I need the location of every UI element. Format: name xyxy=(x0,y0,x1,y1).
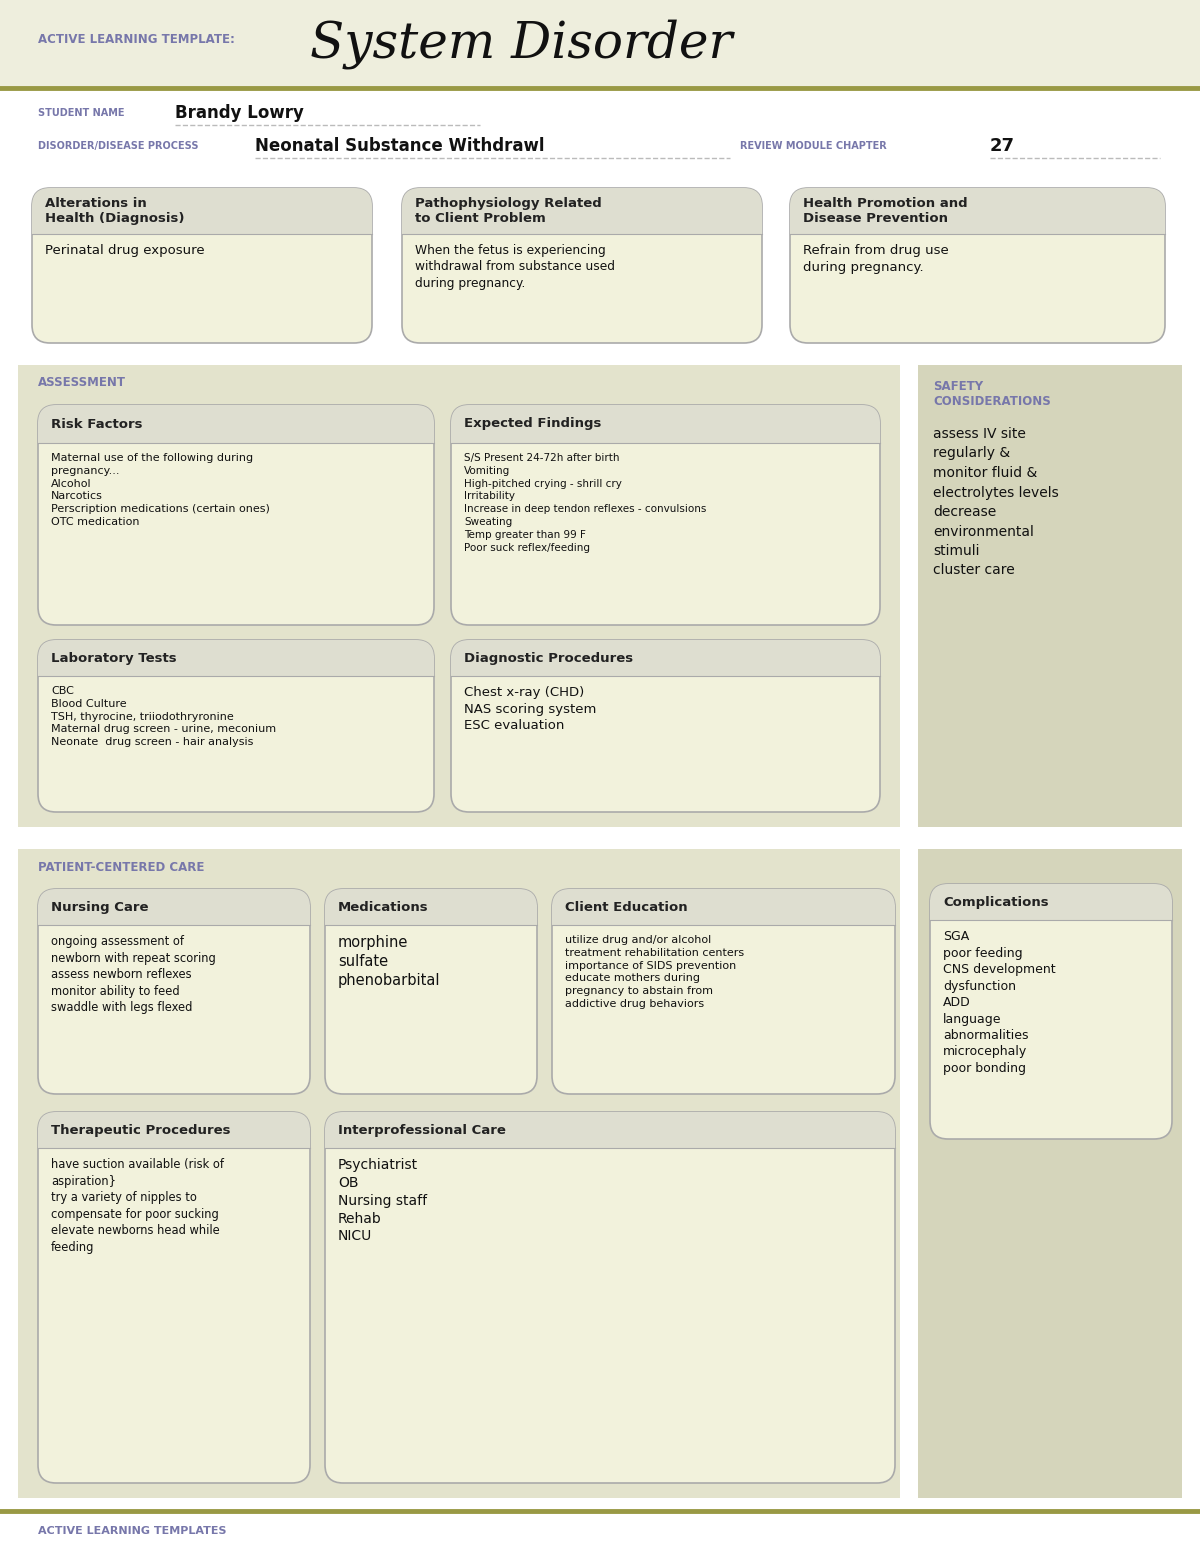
Text: Therapeutic Procedures: Therapeutic Procedures xyxy=(50,1123,230,1137)
FancyBboxPatch shape xyxy=(38,640,434,676)
Text: S/S Present 24-72h after birth
Vomiting
High-pitched crying - shrill cry
Irritab: S/S Present 24-72h after birth Vomiting … xyxy=(464,453,707,553)
Text: utilize drug and/or alcohol
treatment rehabilitation centers
importance of SIDS : utilize drug and/or alcohol treatment re… xyxy=(565,935,744,1009)
Text: Laboratory Tests: Laboratory Tests xyxy=(50,652,176,665)
Text: Pathophysiology Related
to Client Problem: Pathophysiology Related to Client Proble… xyxy=(415,197,601,225)
FancyBboxPatch shape xyxy=(451,405,880,624)
FancyBboxPatch shape xyxy=(38,905,310,926)
FancyBboxPatch shape xyxy=(790,188,1165,235)
Text: have suction available (risk of
aspiration}
try a variety of nipples to
compensa: have suction available (risk of aspirati… xyxy=(50,1159,224,1253)
Text: Interprofessional Care: Interprofessional Care xyxy=(338,1123,506,1137)
Text: ACTIVE LEARNING TEMPLATES: ACTIVE LEARNING TEMPLATES xyxy=(38,1527,227,1536)
FancyBboxPatch shape xyxy=(790,188,1165,343)
Text: DISORDER/DISEASE PROCESS: DISORDER/DISEASE PROCESS xyxy=(38,141,198,151)
Text: Maternal use of the following during
pregnancy...
Alcohol
Narcotics
Perscription: Maternal use of the following during pre… xyxy=(50,453,270,526)
Text: System Disorder: System Disorder xyxy=(310,19,732,68)
FancyBboxPatch shape xyxy=(402,188,762,235)
Text: Brandy Lowry: Brandy Lowry xyxy=(175,104,304,123)
Text: REVIEW MODULE CHAPTER: REVIEW MODULE CHAPTER xyxy=(740,141,887,151)
FancyBboxPatch shape xyxy=(451,640,880,676)
FancyBboxPatch shape xyxy=(918,365,1182,828)
Text: ASSESSMENT: ASSESSMENT xyxy=(38,376,126,390)
Text: Refrain from drug use
during pregnancy.: Refrain from drug use during pregnancy. xyxy=(803,244,949,273)
FancyBboxPatch shape xyxy=(918,849,1182,1499)
Text: Health Promotion and
Disease Prevention: Health Promotion and Disease Prevention xyxy=(803,197,967,225)
FancyBboxPatch shape xyxy=(325,1112,895,1483)
Text: ACTIVE LEARNING TEMPLATE:: ACTIVE LEARNING TEMPLATE: xyxy=(38,34,235,47)
FancyBboxPatch shape xyxy=(18,365,900,828)
FancyBboxPatch shape xyxy=(402,188,762,343)
Text: Alterations in
Health (Diagnosis): Alterations in Health (Diagnosis) xyxy=(46,197,185,225)
FancyBboxPatch shape xyxy=(451,657,880,676)
FancyBboxPatch shape xyxy=(18,849,900,1499)
FancyBboxPatch shape xyxy=(552,888,895,926)
FancyBboxPatch shape xyxy=(38,640,434,812)
FancyBboxPatch shape xyxy=(38,1112,310,1148)
FancyBboxPatch shape xyxy=(325,888,538,1093)
FancyBboxPatch shape xyxy=(38,657,434,676)
FancyBboxPatch shape xyxy=(32,188,372,235)
Text: Client Education: Client Education xyxy=(565,901,688,913)
FancyBboxPatch shape xyxy=(451,422,880,443)
FancyBboxPatch shape xyxy=(790,208,1165,235)
Text: CBC
Blood Culture
TSH, thyrocine, triiodothryronine
Maternal drug screen - urine: CBC Blood Culture TSH, thyrocine, triiod… xyxy=(50,686,276,747)
FancyBboxPatch shape xyxy=(930,884,1172,919)
Text: Expected Findings: Expected Findings xyxy=(464,418,601,430)
FancyBboxPatch shape xyxy=(552,905,895,926)
FancyBboxPatch shape xyxy=(930,901,1172,919)
FancyBboxPatch shape xyxy=(325,1112,895,1148)
FancyBboxPatch shape xyxy=(38,405,434,624)
FancyBboxPatch shape xyxy=(38,405,434,443)
FancyBboxPatch shape xyxy=(38,888,310,1093)
Text: Risk Factors: Risk Factors xyxy=(50,418,143,430)
Text: assess IV site
regularly &
monitor fluid &
electrolytes levels
decrease
environm: assess IV site regularly & monitor fluid… xyxy=(934,427,1058,578)
Text: Diagnostic Procedures: Diagnostic Procedures xyxy=(464,652,634,665)
FancyBboxPatch shape xyxy=(32,188,372,343)
FancyBboxPatch shape xyxy=(402,208,762,235)
FancyBboxPatch shape xyxy=(0,89,1200,169)
FancyBboxPatch shape xyxy=(552,888,895,1093)
FancyBboxPatch shape xyxy=(0,0,1200,89)
FancyBboxPatch shape xyxy=(325,905,538,926)
Text: PATIENT-CENTERED CARE: PATIENT-CENTERED CARE xyxy=(38,860,204,873)
Text: Nursing Care: Nursing Care xyxy=(50,901,149,913)
Text: STUDENT NAME: STUDENT NAME xyxy=(38,109,125,118)
FancyBboxPatch shape xyxy=(38,1127,310,1148)
Text: SAFETY
CONSIDERATIONS: SAFETY CONSIDERATIONS xyxy=(934,380,1051,408)
Text: Medications: Medications xyxy=(338,901,428,913)
FancyBboxPatch shape xyxy=(325,888,538,926)
Text: Complications: Complications xyxy=(943,896,1049,909)
Text: Chest x-ray (CHD)
NAS scoring system
ESC evaluation: Chest x-ray (CHD) NAS scoring system ESC… xyxy=(464,686,596,731)
FancyBboxPatch shape xyxy=(451,405,880,443)
FancyBboxPatch shape xyxy=(38,1112,310,1483)
FancyBboxPatch shape xyxy=(451,640,880,812)
Text: Psychiatrist
OB
Nursing staff
Rehab
NICU: Psychiatrist OB Nursing staff Rehab NICU xyxy=(338,1159,427,1244)
Text: ongoing assessment of
newborn with repeat scoring
assess newborn reflexes
monito: ongoing assessment of newborn with repea… xyxy=(50,935,216,1014)
Text: Neonatal Substance Withdrawl: Neonatal Substance Withdrawl xyxy=(254,137,545,155)
Text: 27: 27 xyxy=(990,137,1015,155)
Text: Perinatal drug exposure: Perinatal drug exposure xyxy=(46,244,205,256)
FancyBboxPatch shape xyxy=(930,884,1172,1138)
Text: morphine
sulfate
phenobarbital: morphine sulfate phenobarbital xyxy=(338,935,440,988)
FancyBboxPatch shape xyxy=(325,1127,895,1148)
Text: When the fetus is experiencing
withdrawal from substance used
during pregnancy.: When the fetus is experiencing withdrawa… xyxy=(415,244,616,290)
FancyBboxPatch shape xyxy=(38,888,310,926)
FancyBboxPatch shape xyxy=(32,208,372,235)
FancyBboxPatch shape xyxy=(38,422,434,443)
Text: SGA
poor feeding
CNS development
dysfunction
ADD
language
abnormalities
microcep: SGA poor feeding CNS development dysfunc… xyxy=(943,930,1056,1075)
